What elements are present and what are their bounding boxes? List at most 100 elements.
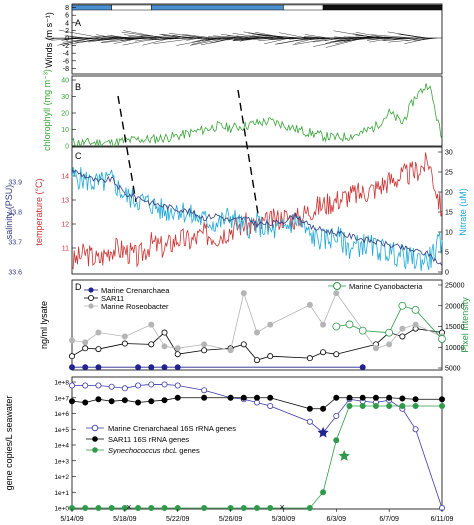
crenarchaeal-point [201, 387, 208, 394]
marine-roseobacter-point [82, 339, 89, 346]
wind-stick [305, 34, 329, 39]
panel-c: C 33.6 33.7 33.8 33.9 11 12 13 14 0 5 10 15 20 25 30 s… [4, 146, 468, 277]
chl-yticks: 0 10 20 30 40 [61, 78, 76, 151]
wind-stick [75, 37, 112, 43]
wind-stick [98, 37, 134, 41]
sar11-point [267, 353, 274, 360]
legend-marker-e-sar11 [92, 436, 98, 442]
marine-roseobacter-point [227, 347, 234, 354]
connector-right [237, 89, 259, 215]
crenarchaeal-point [306, 418, 313, 425]
sar11-point [95, 396, 102, 403]
wind-stick [351, 37, 374, 39]
legend-e-syn: Synechococcus rbcL genes [108, 446, 200, 455]
synechococcus-point [253, 504, 260, 511]
legend-marker-cyano [333, 282, 341, 290]
marine-roseobacter-point [320, 321, 327, 328]
gene-ytick-label: 1e+5 [54, 427, 69, 434]
marine-cyanobacteria-point [398, 301, 407, 310]
wind-stick [135, 37, 157, 42]
pixel-intensity-tick-label: 20000 [445, 303, 465, 310]
sar11-point [148, 341, 155, 348]
wind-stick [279, 32, 307, 39]
winds-ytick-label: 4 [65, 20, 69, 27]
salinity-ytick-label: 33.9 [8, 180, 22, 187]
bar-segment-4 [322, 4, 443, 11]
d-right-ylabel: Pixel Intensity [460, 297, 470, 353]
marine-roseobacter-point [412, 321, 419, 328]
wind-stick [182, 34, 214, 39]
legend-marker-e-cren [91, 424, 99, 432]
sar11-point [161, 397, 168, 404]
sar11-point [306, 405, 313, 412]
sar11-point [148, 398, 155, 405]
marine-crenarchaea-point [69, 364, 76, 371]
sar11-point [174, 394, 181, 401]
chl-ytick-label: 10 [61, 127, 69, 134]
wind-stick [304, 36, 326, 39]
panel-d-frame [71, 279, 443, 371]
nitrate-ytick-label: 0 [445, 270, 449, 277]
gene-ytick-label: 1e+1 [54, 490, 69, 497]
marine-roseobacter-point [253, 329, 260, 336]
wind-stick [122, 37, 160, 46]
marine-roseobacter-point [306, 301, 313, 308]
crenarchaeal-point [267, 402, 274, 409]
gene-ytick-label: 1e+2 [54, 474, 69, 481]
winds-ytick-label: -8 [63, 66, 69, 73]
salinity-ylabel: salinity (PSU) [4, 185, 14, 240]
gene-ytick-label: 1e+4 [54, 443, 69, 450]
sar11-point [82, 345, 89, 352]
panel-a: A 86420-2-4-6-8 Winds (m s⁻¹) [44, 3, 443, 75]
bar-segment-3 [283, 4, 324, 11]
crenarchaeal-point [412, 426, 419, 433]
crenarchaeal-point [108, 383, 115, 390]
winds-ytick-label: -6 [63, 58, 69, 65]
crenarchaeal-point [135, 382, 142, 389]
chl-ytick-label: 0 [65, 144, 69, 151]
synechococcus-point [161, 504, 168, 511]
legend-cyano: Marine Cyanobacteria [349, 282, 423, 291]
wind-stick [86, 37, 119, 42]
synechococcus-point [438, 402, 445, 409]
sar11-point [386, 394, 393, 401]
wind-stick [186, 37, 200, 41]
marine-roseobacter-point [95, 329, 102, 336]
x-marker: × [279, 502, 284, 512]
crenarchaeal-point [174, 382, 181, 389]
legend-marker-crenarchaea [88, 287, 94, 293]
sar11-point [227, 394, 234, 401]
marine-cyanobacteria-point [411, 305, 420, 314]
synechococcus-point [372, 402, 379, 409]
wind-stick [264, 37, 291, 45]
nitrate-ytick-label: 30 [445, 150, 453, 157]
sar11-point [240, 341, 247, 348]
wind-stick [294, 37, 317, 44]
wind-stick [306, 37, 321, 40]
marine-crenarchaea-point [174, 364, 181, 371]
marine-cyanobacteria-point [332, 322, 341, 331]
wind-stick [338, 37, 381, 41]
x-tick-label: 6/3/09 [327, 516, 347, 523]
wind-stick [343, 37, 369, 42]
sar11-point [174, 351, 181, 358]
wind-stick [331, 37, 371, 40]
sar11-point [82, 399, 89, 406]
sar11-point [108, 398, 115, 405]
crenarchaeal-star-marker [317, 426, 329, 438]
synechococcus-point [359, 402, 366, 409]
salinity-ytick-label: 33.7 [8, 240, 22, 247]
legend-marker-sar11 [88, 294, 95, 301]
x-tick-label: 5/14/09 [60, 516, 83, 523]
gene-ytick-label: 1e+6 [54, 411, 69, 418]
crenarchaeal-point [82, 382, 89, 389]
synechococcus-point [108, 504, 115, 511]
sar11-point [399, 395, 406, 402]
sar11-point [69, 353, 76, 360]
bar-segment-0 [71, 4, 112, 11]
marine-crenarchaea-point [82, 364, 89, 371]
marine-cyanobacteria-point [358, 326, 367, 335]
wind-stick [121, 31, 167, 39]
marine-roseobacter-point [148, 321, 155, 328]
